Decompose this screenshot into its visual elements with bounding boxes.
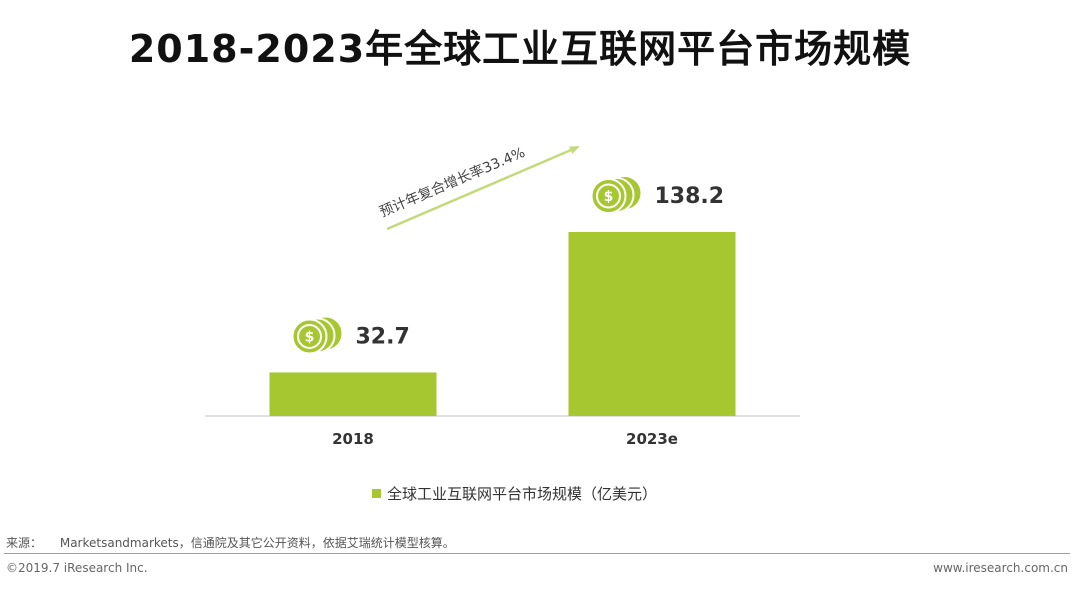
value-label: 32.7 — [356, 324, 410, 349]
value-label: 138.2 — [655, 184, 725, 209]
website: www.iresearch.com.cn — [933, 561, 1068, 575]
bar-series: $32.7 2018 $ 138.2 2023e — [269, 175, 736, 448]
coin-ring-1 — [596, 183, 621, 209]
legend-swatch — [372, 489, 381, 498]
coin-symbol-0: $ — [305, 329, 315, 345]
source-text: Marketsandmarkets，信通院及其它公开资料，依据艾瑞统计模型核算。 — [59, 536, 455, 550]
legend: 全球工业互联网平台市场规模（亿美元） — [372, 483, 657, 504]
chart-title: 2018-2023年全球工业互联网平台市场规模 — [128, 27, 912, 71]
source-label: 来源： — [6, 536, 43, 550]
coin-ring-0 — [297, 323, 322, 349]
source-note: 来源： Marketsandmarkets，信通院及其它公开资料，依据艾瑞统计模… — [6, 534, 455, 551]
bar-chart: 预计年复合增长率33.4% $32.7 2018 $ 138.2 2023e — [205, 144, 800, 448]
coin-icon: $ — [291, 315, 344, 355]
coin-icon: $ — [590, 175, 643, 214]
growth-annotation: 预计年复合增长率33.4% — [377, 144, 528, 221]
bar-2023e — [568, 232, 736, 416]
x-tick-label: 2018 — [332, 430, 374, 448]
growth-arrow — [386, 145, 580, 231]
copyright: ©2019.7 iResearch Inc. — [6, 561, 148, 575]
footer-divider — [4, 553, 1070, 554]
x-tick-label: 2023e — [626, 430, 678, 448]
bar-2018 — [269, 372, 437, 416]
legend-label: 全球工业互联网平台市场规模（亿美元） — [387, 485, 658, 503]
coin-symbol-1: $ — [604, 189, 614, 205]
